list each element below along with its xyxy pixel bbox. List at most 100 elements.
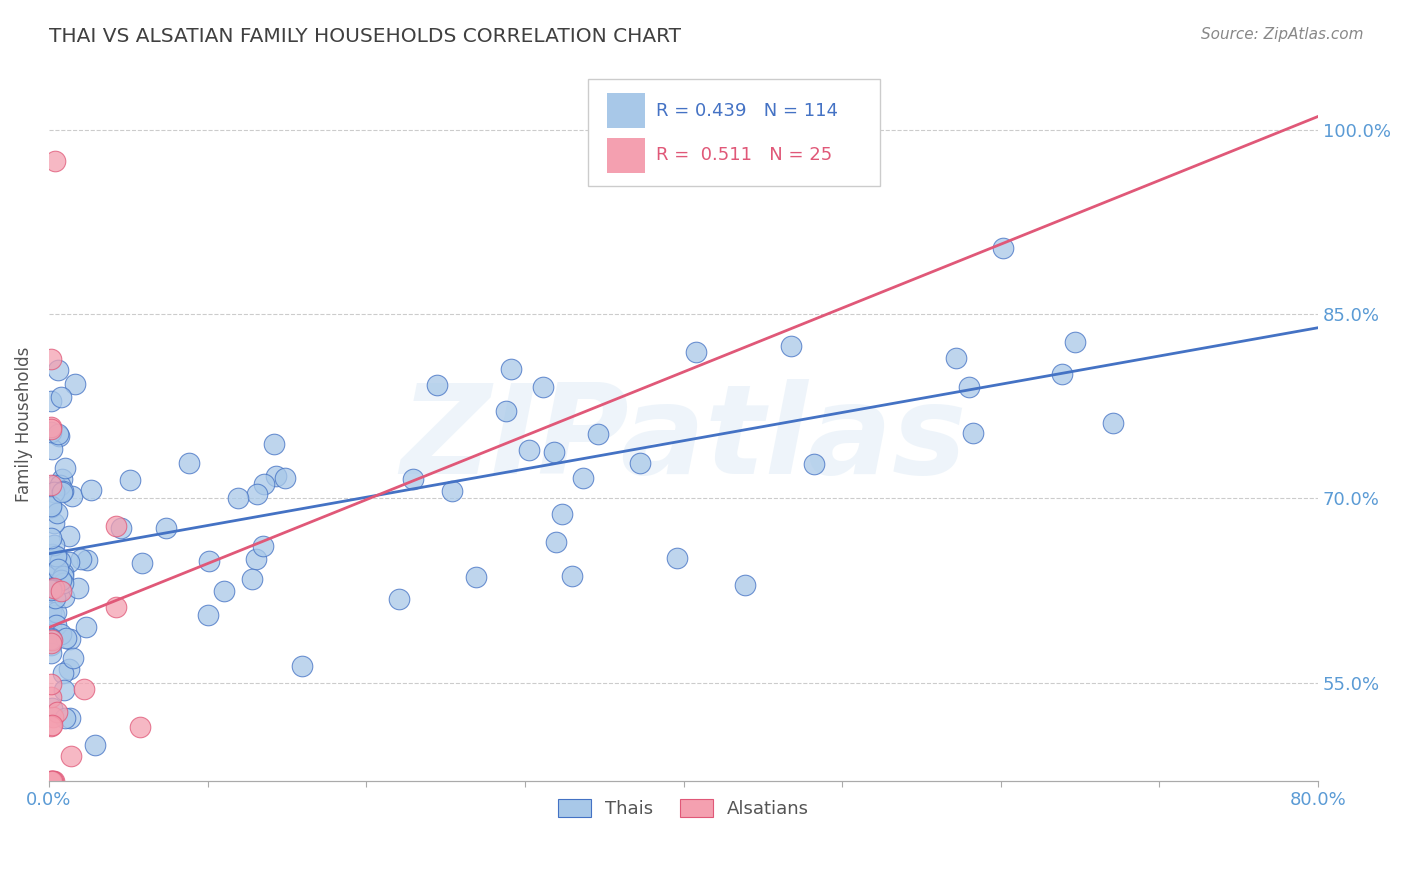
Thais <box>51 390 73 404</box>
Thais <box>665 550 688 565</box>
Thais <box>46 562 69 576</box>
Alsatians <box>129 721 152 735</box>
Thais <box>58 555 80 569</box>
Alsatians <box>73 681 96 696</box>
Thais <box>53 711 76 725</box>
Alsatians <box>39 690 62 705</box>
Thais <box>49 554 72 568</box>
Thais <box>212 583 235 598</box>
Legend: Thais, Alsatians: Thais, Alsatians <box>551 791 817 825</box>
Alsatians <box>39 478 62 492</box>
Thais <box>291 658 314 673</box>
Thais <box>118 473 141 487</box>
Thais <box>41 701 63 715</box>
Thais <box>58 529 80 543</box>
Thais <box>48 363 70 377</box>
Thais <box>49 627 72 641</box>
Thais <box>39 581 62 595</box>
Thais <box>52 590 75 604</box>
Thais <box>685 345 707 359</box>
Thais <box>44 558 66 573</box>
Thais <box>42 538 65 552</box>
Thais <box>45 551 67 566</box>
Thais <box>1064 335 1087 350</box>
Thais <box>41 579 63 593</box>
Thais <box>1102 416 1125 430</box>
Thais <box>45 549 67 563</box>
Thais <box>110 521 132 535</box>
FancyBboxPatch shape <box>607 138 645 172</box>
Alsatians <box>42 774 65 789</box>
Alsatians <box>41 774 63 789</box>
Thais <box>240 572 263 586</box>
Thais <box>519 442 541 457</box>
Y-axis label: Family Households: Family Households <box>15 347 32 502</box>
Thais <box>39 582 62 597</box>
Thais <box>70 552 93 566</box>
Thais <box>58 662 80 676</box>
Thais <box>39 500 62 515</box>
Thais <box>52 566 75 581</box>
Thais <box>51 484 73 499</box>
Thais <box>39 531 62 545</box>
Thais <box>734 577 756 591</box>
Thais <box>39 605 62 619</box>
Thais <box>59 632 82 646</box>
Thais <box>531 380 554 394</box>
Thais <box>426 377 449 392</box>
Thais <box>52 484 75 499</box>
Thais <box>51 472 73 486</box>
Thais <box>39 425 62 439</box>
Thais <box>39 646 62 660</box>
Thais <box>779 339 801 353</box>
Thais <box>177 456 200 470</box>
Thais <box>60 489 83 503</box>
Thais <box>226 491 249 506</box>
Thais <box>197 607 219 622</box>
Alsatians <box>39 420 62 434</box>
Alsatians <box>39 352 62 367</box>
Thais <box>131 556 153 570</box>
Alsatians <box>42 582 65 596</box>
Alsatians <box>46 706 69 720</box>
Thais <box>246 487 269 501</box>
Alsatians <box>44 774 66 789</box>
Thais <box>39 639 62 653</box>
Thais <box>39 577 62 591</box>
Text: R = 0.439   N = 114: R = 0.439 N = 114 <box>655 102 838 120</box>
Thais <box>46 506 69 520</box>
Alsatians <box>59 749 82 764</box>
Thais <box>543 445 565 459</box>
Thais <box>495 404 517 418</box>
Thais <box>39 620 62 634</box>
Thais <box>1050 367 1073 381</box>
Alsatians <box>104 599 127 614</box>
Thais <box>441 483 464 498</box>
Thais <box>245 552 267 566</box>
Alsatians <box>44 153 66 168</box>
Thais <box>945 351 967 366</box>
Thais <box>49 574 72 588</box>
Thais <box>44 478 66 492</box>
Thais <box>41 442 63 457</box>
Alsatians <box>49 583 72 598</box>
Thais <box>75 620 97 634</box>
Thais <box>52 575 75 590</box>
Thais <box>46 426 69 441</box>
Thais <box>464 569 486 583</box>
Thais <box>45 605 67 619</box>
Thais <box>39 631 62 645</box>
Thais <box>42 485 65 500</box>
Alsatians <box>39 774 62 789</box>
Thais <box>546 534 568 549</box>
Alsatians <box>39 421 62 435</box>
Text: Source: ZipAtlas.com: Source: ZipAtlas.com <box>1201 27 1364 42</box>
Thais <box>41 548 63 562</box>
Alsatians <box>39 774 62 789</box>
Thais <box>59 710 82 724</box>
Thais <box>501 361 523 376</box>
Thais <box>39 582 62 596</box>
Thais <box>42 563 65 577</box>
Thais <box>628 456 651 470</box>
Thais <box>39 632 62 646</box>
